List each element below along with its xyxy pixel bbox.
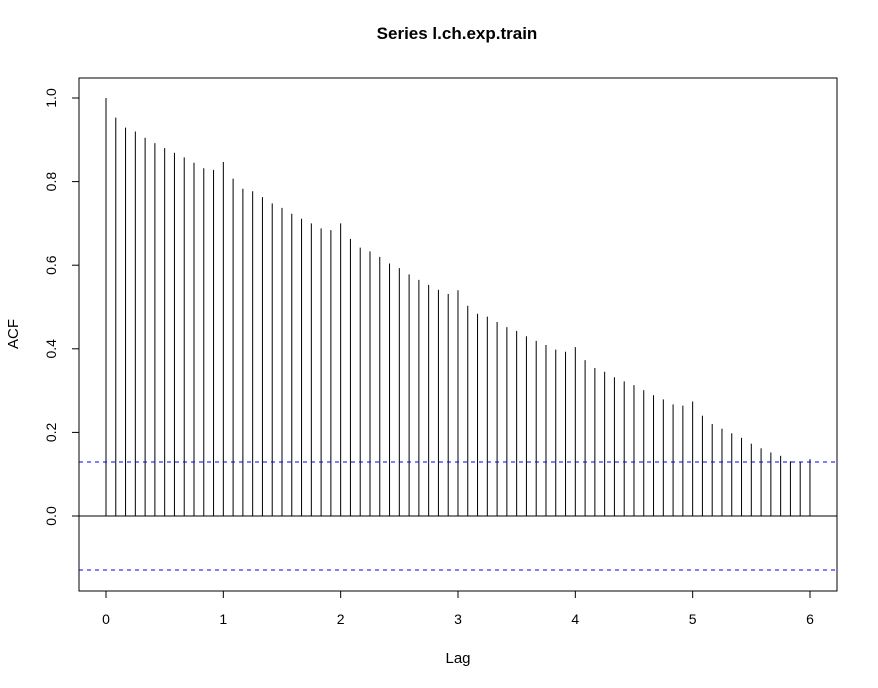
y-tick-label: 0.6 bbox=[43, 255, 59, 275]
x-tick-label: 2 bbox=[337, 611, 345, 627]
x-tick-label: 5 bbox=[689, 611, 697, 627]
x-tick-label: 0 bbox=[102, 611, 110, 627]
y-tick-label: 0.2 bbox=[43, 422, 59, 442]
chart-title: Series l.ch.exp.train bbox=[377, 24, 538, 43]
x-tick-label: 6 bbox=[806, 611, 814, 627]
x-tick-label: 1 bbox=[219, 611, 227, 627]
y-axis-label: ACF bbox=[5, 319, 22, 349]
x-axis: 0 1 2 3 4 5 6 bbox=[102, 590, 814, 627]
y-axis: 0.0 0.2 0.4 0.6 0.8 1.0 bbox=[43, 88, 80, 526]
x-tick-label: 4 bbox=[571, 611, 579, 627]
x-tick-label: 3 bbox=[454, 611, 462, 627]
y-tick-label: 0.4 bbox=[43, 339, 59, 359]
y-tick-label: 0.8 bbox=[43, 172, 59, 192]
x-axis-label: Lag bbox=[445, 650, 470, 667]
y-tick-label: 0.0 bbox=[43, 506, 59, 526]
y-tick-label: 1.0 bbox=[43, 88, 59, 108]
acf-bars bbox=[105, 98, 811, 516]
